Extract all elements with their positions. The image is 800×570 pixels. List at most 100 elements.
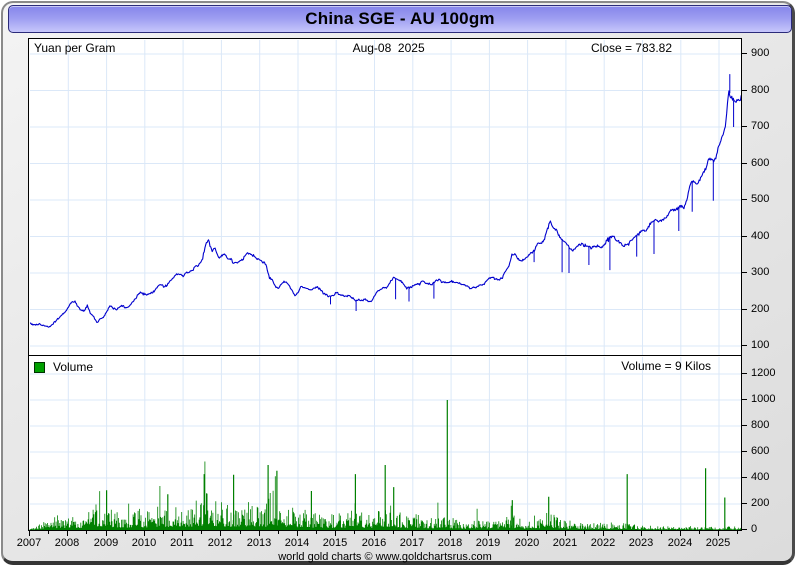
x-year-label: 2019 bbox=[475, 537, 501, 549]
x-minor-tick bbox=[393, 531, 394, 534]
x-minor-tick bbox=[431, 531, 432, 534]
price-y-tick bbox=[742, 126, 747, 127]
x-year-tick bbox=[259, 531, 260, 536]
price-y-tick-label: 800 bbox=[751, 84, 770, 96]
x-year-tick bbox=[220, 531, 221, 536]
price-y-tick bbox=[742, 199, 747, 200]
price-line-chart bbox=[29, 40, 741, 355]
price-y-tick-label: 100 bbox=[751, 339, 770, 351]
x-year-label: 2021 bbox=[552, 537, 578, 549]
x-minor-tick bbox=[508, 531, 509, 534]
x-year-tick bbox=[182, 531, 183, 536]
volume-y-tick bbox=[742, 503, 747, 504]
x-year-tick bbox=[335, 531, 336, 536]
volume-y-tick-label: 400 bbox=[751, 471, 770, 483]
x-year-tick bbox=[412, 531, 413, 536]
x-minor-tick bbox=[661, 531, 662, 534]
chart-title: China SGE - AU 100gm bbox=[305, 9, 495, 28]
volume-bar-chart bbox=[29, 357, 741, 530]
price-y-tick-label: 500 bbox=[751, 193, 770, 205]
x-minor-tick bbox=[737, 531, 738, 534]
x-year-tick bbox=[297, 531, 298, 536]
volume-legend: Volume bbox=[34, 360, 93, 374]
x-year-tick bbox=[718, 531, 719, 536]
price-y-tick-label: 300 bbox=[751, 266, 770, 278]
price-chart-panel: Yuan per Gram Aug-08 2025 Close = 783.82 bbox=[28, 38, 742, 356]
x-year-label: 2020 bbox=[514, 537, 540, 549]
volume-y-tick bbox=[742, 425, 747, 426]
volume-y-tick-label: 200 bbox=[751, 497, 770, 509]
x-minor-tick bbox=[240, 531, 241, 534]
volume-y-tick bbox=[742, 529, 747, 530]
x-year-tick bbox=[29, 531, 30, 536]
price-y-tick-label: 200 bbox=[751, 303, 770, 315]
x-year-tick bbox=[641, 531, 642, 536]
x-year-tick bbox=[144, 531, 145, 536]
volume-y-tick bbox=[742, 399, 747, 400]
x-minor-tick bbox=[163, 531, 164, 534]
volume-y-tick-label: 1200 bbox=[751, 367, 776, 379]
x-year-label: 2025 bbox=[705, 537, 731, 549]
x-minor-tick bbox=[316, 531, 317, 534]
x-minor-tick bbox=[546, 531, 547, 534]
x-year-tick bbox=[374, 531, 375, 536]
volume-y-tick bbox=[742, 451, 747, 452]
x-minor-tick bbox=[125, 531, 126, 534]
x-year-label: 2015 bbox=[322, 537, 348, 549]
x-minor-tick bbox=[584, 531, 585, 534]
x-minor-tick bbox=[699, 531, 700, 534]
x-year-tick bbox=[680, 531, 681, 536]
x-year-label: 2022 bbox=[590, 537, 616, 549]
price-y-tick bbox=[742, 345, 747, 346]
x-year-label: 2008 bbox=[54, 537, 80, 549]
x-year-label: 2023 bbox=[628, 537, 654, 549]
price-close-label: Close = 783.82 bbox=[590, 41, 672, 55]
price-y-tick-label: 600 bbox=[751, 157, 770, 169]
volume-legend-label: Volume bbox=[53, 360, 94, 374]
x-year-label: 2017 bbox=[399, 537, 425, 549]
x-year-tick bbox=[565, 531, 566, 536]
x-year-tick bbox=[106, 531, 107, 536]
x-year-label: 2007 bbox=[16, 537, 42, 549]
volume-y-tick-label: 600 bbox=[751, 445, 770, 457]
price-y-tick bbox=[742, 163, 747, 164]
x-minor-tick bbox=[622, 531, 623, 534]
volume-y-tick-label: 1000 bbox=[751, 393, 776, 405]
volume-y-tick-label: 0 bbox=[751, 523, 758, 535]
x-year-label: 2010 bbox=[131, 537, 157, 549]
x-year-tick bbox=[603, 531, 604, 536]
x-minor-tick bbox=[354, 531, 355, 534]
x-year-label: 2013 bbox=[246, 537, 272, 549]
title-bar: China SGE - AU 100gm bbox=[8, 5, 792, 33]
price-y-tick bbox=[742, 272, 747, 273]
x-year-tick bbox=[527, 531, 528, 536]
copyright-label: world gold charts © www.goldchartsrus.co… bbox=[278, 551, 492, 563]
price-y-tick-label: 400 bbox=[751, 230, 770, 242]
volume-y-tick bbox=[742, 477, 747, 478]
x-year-label: 2024 bbox=[667, 537, 693, 549]
x-minor-tick bbox=[278, 531, 279, 534]
x-year-label: 2016 bbox=[361, 537, 387, 549]
price-y-tick bbox=[742, 90, 747, 91]
price-y-tick bbox=[742, 236, 747, 237]
x-minor-tick bbox=[86, 531, 87, 534]
x-minor-tick bbox=[48, 531, 49, 534]
x-year-label: 2014 bbox=[284, 537, 310, 549]
x-year-tick bbox=[450, 531, 451, 536]
volume-y-tick-label: 800 bbox=[751, 419, 770, 431]
x-year-tick bbox=[67, 531, 68, 536]
x-minor-tick bbox=[201, 531, 202, 534]
volume-legend-swatch bbox=[34, 361, 45, 373]
price-y-tick bbox=[742, 53, 747, 54]
x-year-label: 2009 bbox=[93, 537, 119, 549]
price-y-tick-label: 900 bbox=[751, 47, 770, 59]
volume-chart-panel: Volume Volume = 9 Kilos bbox=[28, 355, 742, 531]
price-date-label: Aug-08 2025 bbox=[352, 41, 425, 55]
x-year-label: 2018 bbox=[437, 537, 463, 549]
x-year-label: 2011 bbox=[170, 537, 194, 549]
x-year-tick bbox=[488, 531, 489, 536]
price-y-tick-label: 700 bbox=[751, 120, 770, 132]
volume-y-tick bbox=[742, 373, 747, 374]
price-unit-label: Yuan per Gram bbox=[34, 41, 116, 55]
